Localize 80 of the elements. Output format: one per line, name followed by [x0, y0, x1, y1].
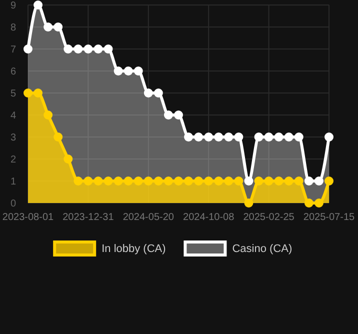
- point: [164, 110, 173, 120]
- y-tick-label: 2: [10, 154, 16, 166]
- y-tick-label: 5: [10, 88, 16, 100]
- point: [84, 44, 93, 54]
- point: [204, 132, 214, 142]
- x-tick-label: 2024-10-08: [183, 212, 235, 223]
- y-tick-label: 7: [10, 44, 16, 56]
- point: [204, 176, 214, 186]
- point: [244, 198, 254, 208]
- point: [324, 176, 334, 186]
- point: [64, 154, 73, 164]
- point: [104, 44, 113, 54]
- point: [64, 44, 73, 54]
- point: [94, 44, 103, 54]
- point: [214, 132, 224, 142]
- y-tick-label: 0: [10, 198, 16, 210]
- point: [284, 132, 294, 142]
- point: [314, 176, 324, 186]
- point: [54, 22, 63, 32]
- point: [24, 88, 32, 98]
- point: [154, 176, 163, 186]
- y-tick-label: 9: [10, 0, 16, 12]
- point: [94, 176, 103, 186]
- point: [164, 176, 173, 186]
- legend-label: In lobby (CA): [102, 242, 166, 255]
- y-tick-label: 3: [10, 132, 16, 144]
- point: [234, 132, 244, 142]
- point: [254, 132, 264, 142]
- y-tick-label: 6: [10, 66, 16, 78]
- point: [124, 66, 133, 76]
- point: [74, 44, 83, 54]
- x-tick-label: 2023-12-31: [62, 212, 114, 223]
- point: [34, 88, 43, 98]
- point: [314, 198, 324, 208]
- point: [44, 22, 53, 32]
- point: [34, 0, 43, 10]
- point: [224, 132, 234, 142]
- point: [294, 176, 304, 186]
- point: [174, 110, 183, 120]
- point: [184, 132, 194, 142]
- point: [224, 176, 234, 186]
- point: [234, 176, 244, 186]
- point: [44, 110, 53, 120]
- point: [244, 176, 254, 186]
- point: [324, 132, 334, 142]
- y-tick-label: 1: [10, 176, 16, 188]
- x-tick-label: 2023-08-01: [2, 212, 54, 223]
- point: [304, 198, 314, 208]
- point: [124, 176, 133, 186]
- point: [104, 176, 113, 186]
- point: [194, 132, 204, 142]
- point: [114, 66, 123, 76]
- point: [84, 176, 93, 186]
- point: [134, 66, 143, 76]
- point: [174, 176, 183, 186]
- point: [274, 132, 284, 142]
- x-tick-label: 2024-05-20: [122, 212, 174, 223]
- point: [264, 132, 274, 142]
- point: [114, 176, 123, 186]
- point: [184, 176, 194, 186]
- point: [144, 88, 153, 98]
- point: [54, 132, 63, 142]
- point: [284, 176, 294, 186]
- point: [214, 176, 224, 186]
- point: [274, 176, 284, 186]
- point: [254, 176, 264, 186]
- y-tick-label: 8: [10, 22, 16, 34]
- point: [144, 176, 153, 186]
- y-tick-label: 4: [10, 110, 16, 122]
- point: [294, 132, 304, 142]
- point: [264, 176, 274, 186]
- point: [24, 44, 32, 54]
- point: [304, 176, 314, 186]
- x-tick-label: 2025-02-25: [243, 212, 295, 223]
- legend-label: Casino (CA): [232, 242, 292, 255]
- point: [74, 176, 83, 186]
- point: [154, 88, 163, 98]
- point: [194, 176, 204, 186]
- point: [134, 176, 143, 186]
- x-tick-label: 2025-07-15: [303, 212, 356, 223]
